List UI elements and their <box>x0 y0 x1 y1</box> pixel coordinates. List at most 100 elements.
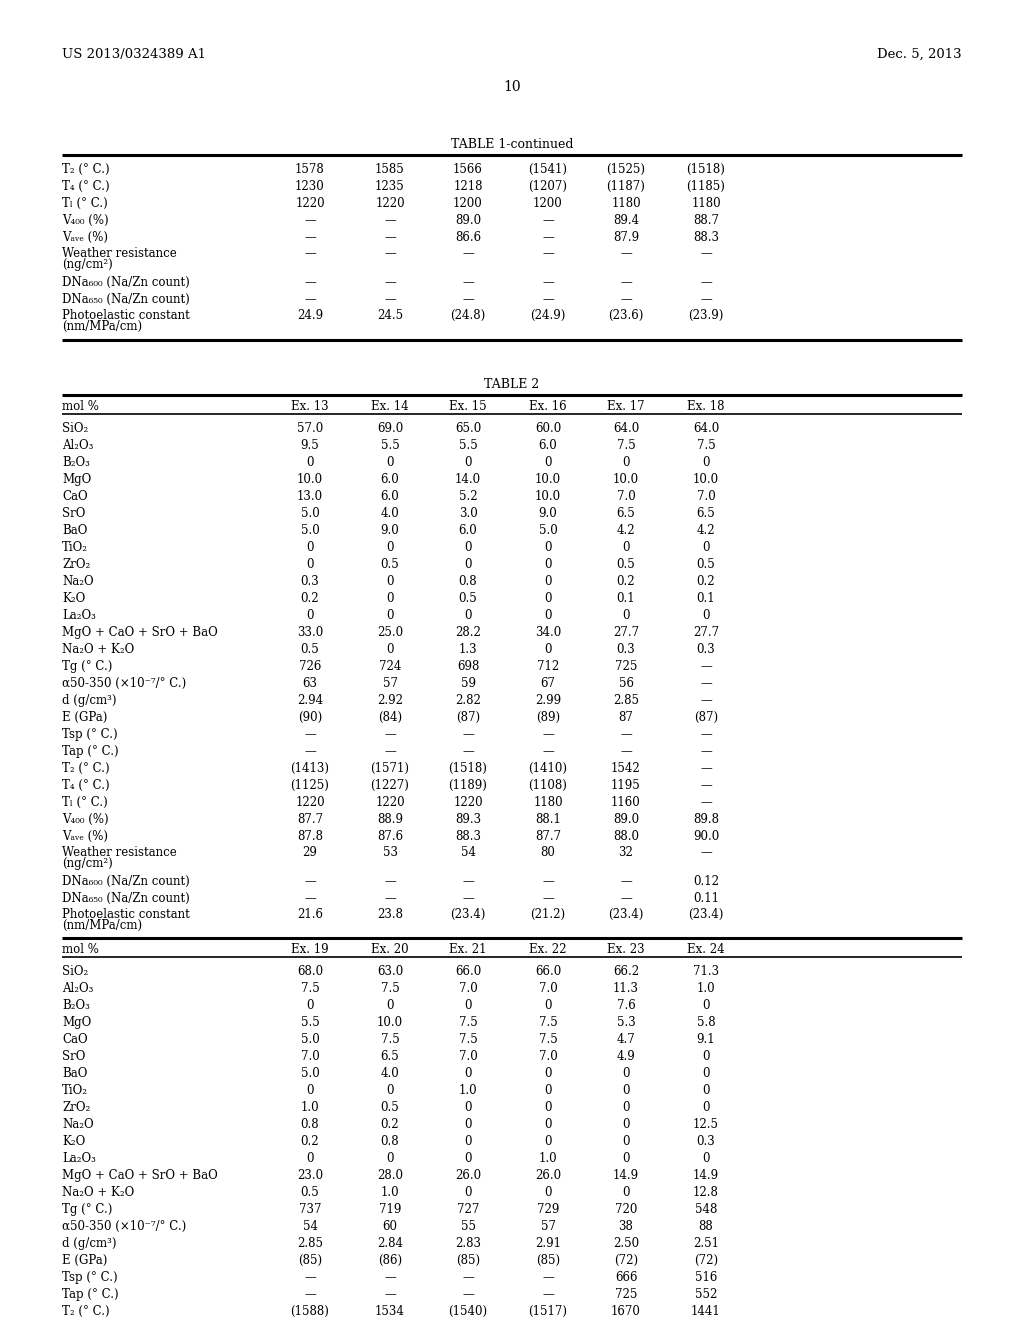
Text: 0: 0 <box>544 999 552 1012</box>
Text: 2.85: 2.85 <box>297 1237 323 1250</box>
Text: 0.5: 0.5 <box>459 591 477 605</box>
Text: 0.12: 0.12 <box>693 875 719 888</box>
Text: 80: 80 <box>541 846 555 859</box>
Text: (1525): (1525) <box>606 162 645 176</box>
Text: 29: 29 <box>302 846 317 859</box>
Text: T₄ (° C.): T₄ (° C.) <box>62 180 110 193</box>
Text: (72): (72) <box>614 1254 638 1267</box>
Text: —: — <box>700 293 712 306</box>
Text: T₂ (° C.): T₂ (° C.) <box>62 762 110 775</box>
Text: 0: 0 <box>544 455 552 469</box>
Text: —: — <box>542 214 554 227</box>
Text: (89): (89) <box>536 711 560 723</box>
Text: 7.5: 7.5 <box>459 1016 477 1030</box>
Text: —: — <box>542 231 554 244</box>
Text: 57.0: 57.0 <box>297 422 324 436</box>
Text: (1125): (1125) <box>291 779 330 792</box>
Text: Ex. 16: Ex. 16 <box>529 400 567 413</box>
Text: 0: 0 <box>386 455 394 469</box>
Text: 4.2: 4.2 <box>696 524 716 537</box>
Text: 0: 0 <box>464 558 472 572</box>
Text: La₂O₃: La₂O₃ <box>62 609 96 622</box>
Text: 10.0: 10.0 <box>693 473 719 486</box>
Text: K₂O: K₂O <box>62 1135 85 1148</box>
Text: 65.0: 65.0 <box>455 422 481 436</box>
Text: (1207): (1207) <box>528 180 567 193</box>
Text: 0: 0 <box>386 999 394 1012</box>
Text: MgO: MgO <box>62 473 91 486</box>
Text: 1542: 1542 <box>611 762 641 775</box>
Text: 0.8: 0.8 <box>301 1118 319 1131</box>
Text: Al₂O₃: Al₂O₃ <box>62 982 93 995</box>
Text: BaO: BaO <box>62 1067 87 1080</box>
Text: CaO: CaO <box>62 1034 88 1045</box>
Text: 25.0: 25.0 <box>377 626 403 639</box>
Text: 1160: 1160 <box>611 796 641 809</box>
Text: —: — <box>462 892 474 906</box>
Text: (85): (85) <box>298 1254 323 1267</box>
Text: La₂O₃: La₂O₃ <box>62 1152 96 1166</box>
Text: 1195: 1195 <box>611 779 641 792</box>
Text: Tsp (° C.): Tsp (° C.) <box>62 1271 118 1284</box>
Text: —: — <box>542 1288 554 1302</box>
Text: 6.0: 6.0 <box>381 473 399 486</box>
Text: 11.3: 11.3 <box>613 982 639 995</box>
Text: (84): (84) <box>378 711 402 723</box>
Text: 0: 0 <box>544 1118 552 1131</box>
Text: 0.5: 0.5 <box>616 558 635 572</box>
Text: 27.7: 27.7 <box>613 626 639 639</box>
Text: ZrO₂: ZrO₂ <box>62 558 90 572</box>
Text: Dec. 5, 2013: Dec. 5, 2013 <box>878 48 962 61</box>
Text: 90.0: 90.0 <box>693 830 719 843</box>
Text: 5.0: 5.0 <box>301 524 319 537</box>
Text: 7.5: 7.5 <box>616 440 635 451</box>
Text: —: — <box>621 276 632 289</box>
Text: —: — <box>462 875 474 888</box>
Text: 1220: 1220 <box>295 197 325 210</box>
Text: Ex. 23: Ex. 23 <box>607 942 645 956</box>
Text: (72): (72) <box>694 1254 718 1267</box>
Text: 88.3: 88.3 <box>693 231 719 244</box>
Text: —: — <box>384 293 396 306</box>
Text: 0: 0 <box>386 591 394 605</box>
Text: Ex. 18: Ex. 18 <box>687 400 725 413</box>
Text: Tap (° C.): Tap (° C.) <box>62 1288 119 1302</box>
Text: —: — <box>700 729 712 741</box>
Text: —: — <box>384 729 396 741</box>
Text: 0: 0 <box>464 1135 472 1148</box>
Text: (1541): (1541) <box>528 162 567 176</box>
Text: mol %: mol % <box>62 400 99 413</box>
Text: 0: 0 <box>386 1084 394 1097</box>
Text: (1413): (1413) <box>291 762 330 775</box>
Text: Tsp (° C.): Tsp (° C.) <box>62 729 118 741</box>
Text: 66.0: 66.0 <box>455 965 481 978</box>
Text: (21.2): (21.2) <box>530 908 565 921</box>
Text: 7.5: 7.5 <box>459 1034 477 1045</box>
Text: SrO: SrO <box>62 507 85 520</box>
Text: 4.9: 4.9 <box>616 1049 635 1063</box>
Text: —: — <box>304 729 315 741</box>
Text: 26.0: 26.0 <box>535 1170 561 1181</box>
Text: —: — <box>304 214 315 227</box>
Text: 2.91: 2.91 <box>535 1237 561 1250</box>
Text: —: — <box>700 247 712 260</box>
Text: TABLE 2: TABLE 2 <box>484 378 540 391</box>
Text: 1220: 1220 <box>375 197 404 210</box>
Text: —: — <box>462 293 474 306</box>
Text: 5.5: 5.5 <box>381 440 399 451</box>
Text: 34.0: 34.0 <box>535 626 561 639</box>
Text: 1220: 1220 <box>454 796 482 809</box>
Text: —: — <box>542 247 554 260</box>
Text: 60.0: 60.0 <box>535 422 561 436</box>
Text: 7.5: 7.5 <box>539 1016 557 1030</box>
Text: (1189): (1189) <box>449 779 487 792</box>
Text: 0.8: 0.8 <box>459 576 477 587</box>
Text: 88.9: 88.9 <box>377 813 403 826</box>
Text: 60: 60 <box>383 1220 397 1233</box>
Text: 1534: 1534 <box>375 1305 404 1317</box>
Text: 88.0: 88.0 <box>613 830 639 843</box>
Text: 4.0: 4.0 <box>381 1067 399 1080</box>
Text: E (GPa): E (GPa) <box>62 711 108 723</box>
Text: 6.5: 6.5 <box>696 507 716 520</box>
Text: 1.0: 1.0 <box>301 1101 319 1114</box>
